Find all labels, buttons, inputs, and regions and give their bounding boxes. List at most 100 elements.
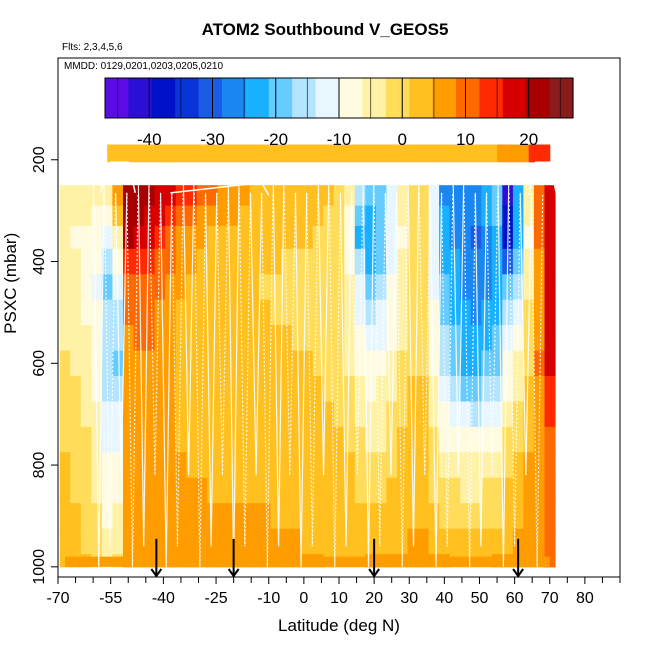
- flight-track: [429, 192, 443, 567]
- heatmap-cell: [59, 185, 71, 207]
- heatmap-cell: [270, 205, 282, 227]
- heatmap-cell: [312, 376, 324, 402]
- y-axis-label: PSXC (mbar): [1, 233, 20, 334]
- colorbar-segment: [483, 78, 488, 118]
- heatmap-cell: [302, 401, 314, 428]
- heatmap-cell: [491, 248, 503, 275]
- colorbar-segment: [420, 78, 426, 118]
- heatmap-cell: [375, 205, 387, 227]
- arrow-marker: [150, 568, 163, 578]
- heatmap-cell: [328, 144, 340, 163]
- heatmap-cell: [170, 144, 182, 163]
- heatmap-cell: [533, 185, 545, 207]
- heatmap-cell: [481, 452, 493, 479]
- heatmap-cell: [228, 452, 240, 479]
- heatmap-cell: [186, 185, 198, 207]
- x-tick-label: 10: [330, 590, 348, 607]
- heatmap-cell: [154, 426, 166, 453]
- colorbar-segment: [120, 78, 126, 118]
- heatmap-cell: [70, 274, 82, 301]
- heatmap-cell: [207, 205, 219, 227]
- heatmap-cell: [386, 274, 398, 301]
- heatmap-cell: [196, 528, 208, 555]
- colorbar-segment: [432, 78, 438, 118]
- heatmap-cell: [512, 452, 524, 479]
- heatmap-cell: [302, 274, 314, 301]
- heatmap-cell: [238, 401, 250, 428]
- heatmap-cell: [407, 452, 419, 479]
- heatmap-cell: [175, 452, 187, 479]
- heatmap-cell: [349, 144, 361, 163]
- heatmap-cell: [207, 528, 219, 555]
- x-tick-label: 40: [435, 590, 453, 607]
- heatmap-cell: [91, 503, 103, 530]
- heatmap-cell: [80, 248, 92, 275]
- heatmap-cell: [270, 401, 282, 428]
- heatmap-cell: [175, 401, 187, 428]
- heatmap-cell: [91, 350, 103, 377]
- heatmap-cell: [386, 503, 398, 530]
- heatmap-cell: [207, 503, 219, 530]
- colorbar-segment: [370, 78, 375, 118]
- heatmap-cell: [270, 477, 282, 504]
- heatmap-cell: [70, 401, 82, 428]
- heatmap-cell: [196, 401, 208, 428]
- colorbar-segment: [339, 78, 344, 118]
- heatmap-cell: [333, 185, 345, 207]
- heatmap-cell: [418, 274, 430, 301]
- heatmap-cell: [144, 503, 156, 530]
- heatmap-cell: [196, 248, 208, 275]
- heatmap-cell: [65, 556, 550, 567]
- heatmap-cell: [112, 452, 124, 479]
- heatmap-cell: [207, 376, 219, 402]
- flight-track: [272, 162, 285, 547]
- heatmap-cell: [512, 299, 524, 326]
- heatmap-cell: [323, 503, 335, 530]
- heatmap-cell: [439, 248, 451, 275]
- heatmap-cell: [312, 299, 324, 326]
- heatmap-cell: [523, 205, 535, 227]
- heatmap-cell: [544, 401, 556, 428]
- colorbar-segment: [284, 78, 289, 118]
- heatmap-cell: [159, 144, 171, 163]
- heatmap-cell: [70, 248, 82, 275]
- heatmap-cell: [333, 452, 345, 479]
- heatmap-cell: [460, 401, 472, 428]
- heatmap-cell: [544, 274, 556, 301]
- heatmap-cell: [312, 452, 324, 479]
- colorbar-segment: [253, 78, 258, 118]
- heatmap-cell: [281, 528, 293, 555]
- heatmap-cell: [449, 503, 461, 530]
- heatmap-cell: [123, 452, 135, 479]
- heatmap-cell: [476, 144, 488, 163]
- x-tick-label: 20: [365, 590, 383, 607]
- colorbar-segment: [444, 78, 449, 118]
- heatmap-cell: [491, 452, 503, 479]
- heatmap-cell: [502, 503, 514, 530]
- colorbar-segment: [222, 78, 227, 118]
- heatmap-cell: [165, 503, 177, 530]
- heatmap-cell: [123, 205, 135, 227]
- heatmap-cell: [460, 248, 472, 275]
- heatmap-cell: [186, 225, 198, 250]
- heatmap-cell: [460, 225, 472, 250]
- heatmap-cell: [217, 503, 229, 530]
- colorbar-segment: [311, 78, 317, 118]
- heatmap-cell: [449, 452, 461, 479]
- heatmap-cell: [428, 185, 440, 207]
- heatmap-cell: [491, 325, 503, 352]
- heatmap-cell: [165, 401, 177, 428]
- heatmap-cell: [407, 401, 419, 428]
- heatmap-cell: [465, 144, 477, 163]
- heatmap-cell: [391, 144, 403, 163]
- heatmap-cell: [123, 477, 135, 504]
- heatmap-cell: [80, 274, 92, 301]
- heatmap-cell: [175, 185, 187, 207]
- colorbar-segment: [151, 78, 157, 118]
- colorbar-segment: [549, 78, 555, 118]
- colorbar-segment: [105, 78, 110, 118]
- x-tick-label: 60: [506, 590, 524, 607]
- colorbar-tick-label: -20: [263, 130, 288, 149]
- heatmap-cell: [260, 205, 272, 227]
- heatmap-cell: [207, 225, 219, 250]
